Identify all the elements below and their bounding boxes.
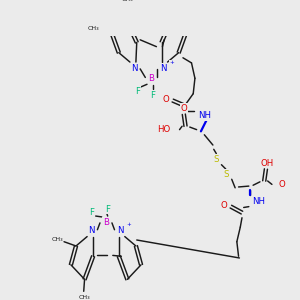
Text: O: O — [163, 95, 169, 104]
Text: OH: OH — [260, 158, 273, 167]
Text: O: O — [180, 104, 187, 113]
Text: F: F — [105, 205, 110, 214]
Text: O: O — [220, 201, 227, 210]
Text: S: S — [224, 169, 229, 178]
Text: B: B — [103, 218, 109, 226]
Text: NH: NH — [198, 112, 211, 121]
Text: CH₃: CH₃ — [87, 26, 99, 31]
Text: O: O — [279, 180, 286, 189]
Text: S: S — [214, 155, 219, 164]
Text: CH₃: CH₃ — [51, 237, 63, 242]
Text: B: B — [148, 74, 154, 83]
Text: N: N — [117, 226, 124, 235]
Text: F: F — [89, 208, 94, 217]
Text: HO: HO — [158, 125, 171, 134]
Text: N: N — [88, 226, 95, 235]
Text: F: F — [151, 91, 155, 100]
Text: +: + — [169, 60, 174, 64]
Text: N: N — [160, 64, 166, 73]
Text: N: N — [131, 64, 137, 73]
Text: NH: NH — [253, 197, 266, 206]
Text: CH₃: CH₃ — [79, 295, 90, 300]
Text: +: + — [127, 222, 131, 227]
Text: F: F — [135, 87, 140, 96]
Text: CH₃: CH₃ — [122, 0, 133, 2]
